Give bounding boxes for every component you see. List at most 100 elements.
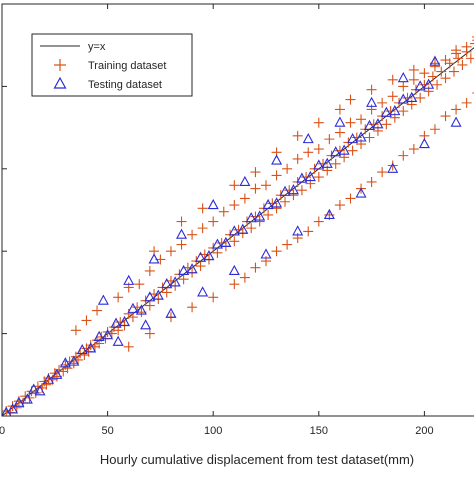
training-point (229, 200, 240, 211)
testing-point (228, 225, 240, 236)
training-point (436, 66, 447, 77)
training-point (113, 292, 124, 303)
training-point (313, 216, 324, 227)
x-tick-label: 50 (101, 425, 113, 437)
training-point (440, 55, 451, 66)
training-point (334, 127, 345, 138)
training-point (429, 124, 440, 135)
axes-group: 0 50 100 150 200 (0, 4, 434, 437)
testing-point (152, 289, 164, 300)
training-point (280, 196, 291, 207)
testing-point (228, 264, 240, 276)
training-point (178, 274, 189, 285)
testing-point (28, 383, 40, 394)
training-point (415, 92, 426, 103)
training-point (366, 84, 377, 95)
training-point (347, 145, 358, 156)
testing-point (175, 228, 188, 239)
training-point (208, 292, 219, 303)
testing-point (110, 317, 122, 328)
testing-point (169, 276, 181, 287)
training-point (408, 74, 419, 85)
testing-point (423, 78, 435, 89)
testing-point (195, 251, 207, 262)
training-point (324, 134, 335, 145)
series-group (2, 36, 474, 416)
training-point (381, 119, 392, 130)
x-tick-label: 150 (310, 425, 328, 437)
training-point (356, 114, 367, 125)
testing-point (366, 96, 378, 107)
x-axis-label: Hourly cumulative displacement from test… (100, 452, 414, 467)
training-point (250, 167, 261, 178)
testing-point (7, 403, 19, 414)
training-point (271, 170, 282, 181)
training-point (377, 97, 388, 108)
testing-point (123, 274, 135, 285)
training-point (451, 45, 462, 56)
testing-point (397, 72, 409, 83)
training-point (197, 223, 208, 234)
testing-point (355, 187, 367, 198)
testing-point (140, 319, 152, 330)
training-point (387, 74, 398, 85)
training-point (366, 176, 377, 187)
testing-point (68, 355, 80, 366)
testing-point (21, 393, 33, 404)
testing-point (347, 132, 359, 144)
training-point (451, 104, 462, 115)
training-point (208, 216, 219, 227)
testing-point (102, 329, 114, 340)
training-point (229, 180, 240, 191)
testing-point (387, 162, 399, 173)
training-point (212, 247, 223, 258)
testing-point (211, 238, 223, 249)
testing-point (287, 184, 299, 195)
testing-point (13, 396, 25, 407)
training-point (92, 305, 103, 316)
training-point (271, 246, 282, 257)
testing-point (397, 93, 409, 104)
training-point (313, 172, 324, 183)
testing-point (296, 172, 308, 183)
training-point (345, 117, 356, 128)
testing-point (245, 212, 257, 223)
training-point (313, 117, 324, 128)
testing-point (34, 385, 46, 396)
training-point (465, 53, 474, 64)
training-point (144, 300, 155, 311)
training-point (334, 200, 345, 211)
training-point (419, 68, 430, 79)
training-point (470, 43, 474, 45)
training-point (81, 315, 92, 326)
training-point (303, 147, 314, 158)
training-point (197, 203, 208, 214)
training-point (62, 363, 73, 374)
testing-point (450, 116, 462, 127)
testing-point (271, 197, 283, 208)
testing-point (97, 294, 109, 305)
training-point (334, 104, 345, 115)
testing-point (118, 315, 131, 327)
testing-point (239, 175, 251, 187)
training-point (176, 239, 187, 250)
training-point (229, 236, 240, 247)
legend-label: y=x (88, 41, 106, 53)
testing-point (59, 357, 71, 368)
training-point (345, 94, 356, 105)
testing-point (127, 302, 139, 313)
testing-point (197, 286, 209, 297)
training-point (70, 325, 81, 336)
testing-point (112, 335, 124, 346)
training-point (187, 229, 198, 240)
training-point (292, 130, 303, 141)
legend-triangle-swatch (53, 76, 67, 89)
testing-point (260, 248, 272, 259)
training-point (461, 41, 472, 52)
training-point (303, 226, 314, 237)
training-point (282, 239, 293, 250)
testing-point (380, 106, 392, 117)
testing-point (178, 264, 190, 276)
